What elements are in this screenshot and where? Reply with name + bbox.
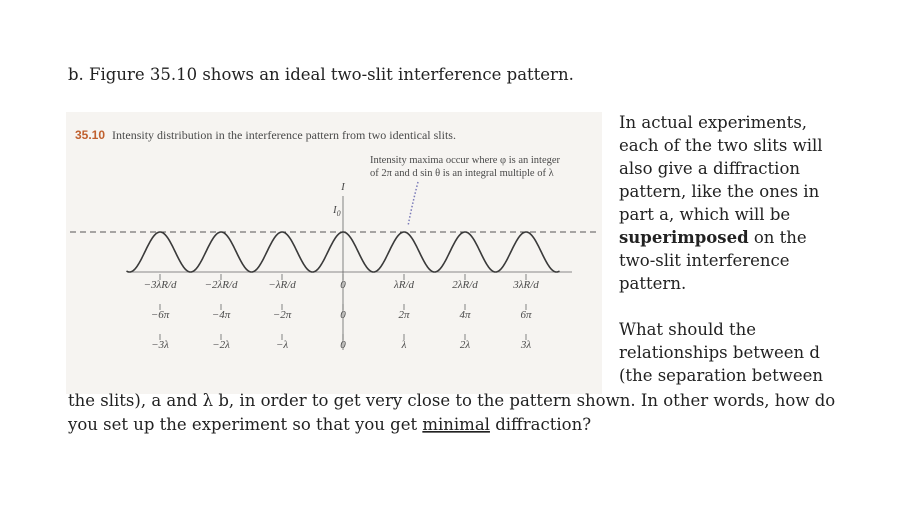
figure: 35.10 Intensity distribution in the inte… <box>66 112 602 394</box>
axis-label: 3λ <box>520 339 532 351</box>
caption-text: Intensity distribution in the interferen… <box>112 128 456 142</box>
peak-label-main: I <box>332 204 338 216</box>
heading: b. Figure 35.10 shows an ideal two-slit … <box>68 65 574 84</box>
figure-background <box>66 112 602 394</box>
annotation-arrow <box>407 181 419 227</box>
axis-label: λ <box>401 339 407 351</box>
annotation: Intensity maxima occur where φ is an int… <box>370 155 561 166</box>
text: diffraction? <box>490 415 591 434</box>
underlined-text: minimal <box>422 415 490 434</box>
text-line: each of the two slits will <box>619 136 823 155</box>
text: you set up the experiment so that you ge… <box>67 415 422 434</box>
text-line: In actual experiments, <box>619 113 807 132</box>
text-line: pattern. <box>619 274 686 293</box>
figure-number: 35.10 <box>75 128 105 142</box>
axis-label: −λ <box>276 339 288 351</box>
peak-label: I0 <box>332 204 341 218</box>
intensity-curve <box>126 231 560 273</box>
axis-label: 0 <box>340 279 346 291</box>
axis-label: 3λR/d <box>512 279 539 291</box>
axis-label: −3λR/d <box>144 279 177 291</box>
axis-label: −2λ <box>212 339 230 351</box>
axis-label: −3λ <box>151 339 169 351</box>
text-line: two-slit interference <box>619 251 790 270</box>
paragraph-1: In actual experiments, each of the two s… <box>619 113 823 293</box>
axis-label: −6π <box>151 309 170 321</box>
paragraph-2: What should the relationships between d … <box>67 320 835 434</box>
axis-label: 2π <box>398 309 410 321</box>
text-line: relationships between d <box>619 343 820 362</box>
axis-label: −λR/d <box>268 279 296 291</box>
figure-caption: 35.10 Intensity distribution in the inte… <box>75 128 456 142</box>
text-line: pattern, like the ones in <box>619 182 820 201</box>
annotation: of 2π and d sin θ is an integral multipl… <box>370 168 555 179</box>
text-line: you set up the experiment so that you ge… <box>67 415 591 434</box>
axis-label: I <box>340 181 346 193</box>
text: on the <box>749 228 807 247</box>
text-line: also give a diffraction <box>619 159 800 178</box>
bold-text: superimposed <box>619 228 749 247</box>
text-line: What should the <box>619 320 756 339</box>
axis-label: −2λR/d <box>205 279 238 291</box>
text-line: the slits), a and λ b, in order to get v… <box>68 391 835 410</box>
peak-label-sub: 0 <box>337 209 341 218</box>
axis-label: 2λ <box>460 339 471 351</box>
text-line: superimposed on the <box>619 228 807 247</box>
axis-label: 0 <box>340 339 346 351</box>
axis-label: 4π <box>459 309 471 321</box>
axis-label: 0 <box>340 309 346 321</box>
text-line: part a, which will be <box>619 205 790 224</box>
axis-label: 6π <box>520 309 532 321</box>
text-line: (the separation between <box>619 366 823 385</box>
axis-label: −2π <box>273 309 292 321</box>
axis-label: 2λR/d <box>452 279 478 291</box>
axis-label: λR/d <box>393 279 415 291</box>
axis-label: −4π <box>212 309 231 321</box>
